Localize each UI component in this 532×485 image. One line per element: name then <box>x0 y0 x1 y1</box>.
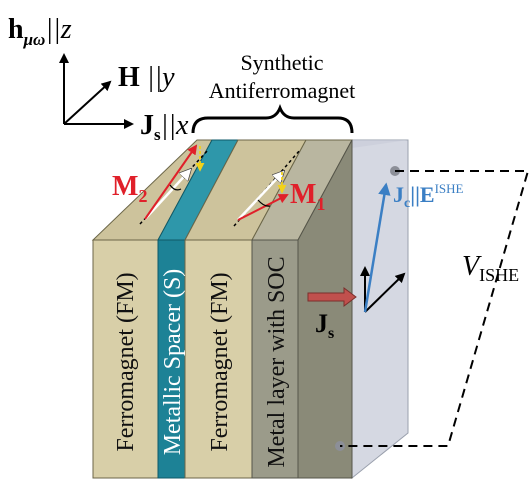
charge-current-vector <box>363 182 391 313</box>
m2-angle-arc <box>169 184 182 191</box>
charge-current-label: Jc||EISHE <box>393 181 464 211</box>
soc-label: Metal layer with SOC <box>264 256 290 467</box>
layer-stack: Ferromagnet (FM) Metallic Spacer (S) Fer… <box>91 139 353 479</box>
m1-label: M1 <box>290 179 325 214</box>
fm1-front-face <box>92 239 159 479</box>
m2-magnetization-group: M2 <box>112 144 209 225</box>
synthetic-afm-bracket <box>191 103 354 134</box>
m1-vector <box>237 194 289 221</box>
spacer-label: Metallic Spacer (S) <box>160 269 186 456</box>
fm2-label: Ferromagnet (FM) <box>207 272 233 451</box>
coordinate-axes: hμω||z H ||y Js||x <box>8 14 189 144</box>
y-axis-label: H ||y <box>118 62 175 93</box>
fm1-label: Ferromagnet (FM) <box>113 272 139 451</box>
m2-dynamic-component <box>144 170 190 220</box>
voltage-wire <box>340 170 530 447</box>
m2-vector <box>144 144 198 220</box>
m1-angle-arc <box>257 199 271 207</box>
m1-magnetization-group: M1 <box>233 149 325 227</box>
m2-label: M2 <box>112 171 147 206</box>
y-axis <box>63 80 112 125</box>
synthetic-label: Synthetic <box>240 50 323 75</box>
local-y-axis <box>364 272 406 313</box>
voltage-label: VISHE <box>462 251 519 285</box>
spin-current-arrow <box>307 287 357 307</box>
voltage-circuit: VISHE <box>335 166 530 451</box>
x-axis-label: Js||x <box>140 110 189 144</box>
soc-front-face <box>251 239 299 479</box>
spin-current-label: Js <box>315 309 334 342</box>
detector-vectors: Jc||EISHE <box>360 181 464 313</box>
z-axis-label-rest: ||z <box>45 14 71 45</box>
detector-plane-top <box>352 140 408 148</box>
synthetic-afm-group: Synthetic Antiferromagnet <box>191 50 356 134</box>
antiferromagnet-label: Antiferromagnet <box>209 78 356 103</box>
z-axis-label: hμω||z <box>8 14 72 49</box>
m1-dynamic-component <box>237 172 283 221</box>
spin-current-group: Js <box>307 287 357 342</box>
